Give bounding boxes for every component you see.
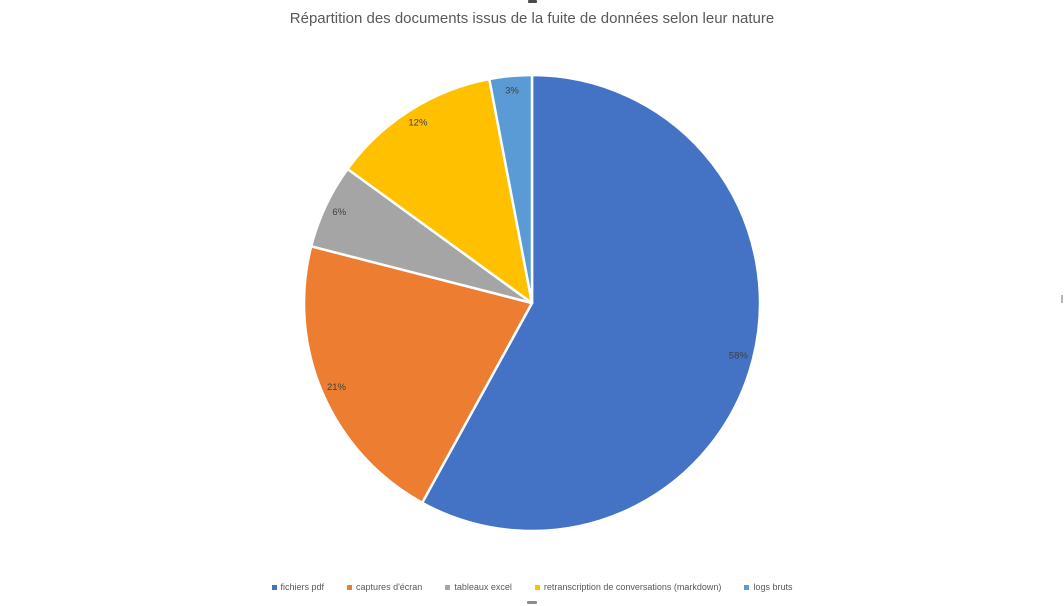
- legend-item-retranscription-de-conversations-markdown[interactable]: retranscription de conversations (markdo…: [534, 582, 722, 592]
- legend-marker-icon: [271, 584, 277, 590]
- pie-slice-label-retranscription-de-conversations-markdown: 12%: [408, 118, 428, 129]
- pie-slice-label-captures-d-cran: 21%: [327, 382, 347, 393]
- legend-label: retranscription de conversations (markdo…: [543, 582, 722, 592]
- legend-marker-icon: [534, 584, 540, 590]
- legend-label: logs bruts: [753, 582, 793, 592]
- pie-slice-label-tableaux-excel: 6%: [332, 207, 346, 218]
- legend-label: captures d'écran: [356, 582, 423, 592]
- legend-item-logs-bruts[interactable]: logs bruts: [744, 582, 792, 592]
- pie-slice-retranscription-de-conversations-markdown[interactable]: [346, 77, 534, 305]
- chart-title: Répartition des documents issus de la fu…: [289, 10, 775, 27]
- legend-marker-icon: [445, 584, 451, 590]
- cropped-content-artifact-top: [528, 0, 537, 3]
- cropped-content-artifact-right: [1061, 295, 1063, 303]
- pie-slice-label-logs-bruts: 3%: [505, 85, 519, 96]
- pie-slice-label-fichiers-pdf: 58%: [729, 351, 749, 362]
- cropped-content-artifact-bottom: [527, 601, 537, 604]
- legend-item-tableaux-excel[interactable]: tableaux excel: [445, 582, 512, 592]
- legend-item-fichiers-pdf[interactable]: fichiers pdf: [271, 582, 325, 592]
- legend-item-captures-d-cran[interactable]: captures d'écran: [347, 582, 422, 592]
- pie-slice-fichiers-pdf[interactable]: [420, 73, 762, 533]
- legend-label: fichiers pdf: [280, 582, 325, 592]
- legend-marker-icon: [744, 584, 750, 590]
- legend-marker-icon: [347, 584, 353, 590]
- pie-slice-captures-d-cran[interactable]: [302, 245, 534, 505]
- chart-legend: fichiers pdf captures d'écran tableaux exc…: [0, 582, 1064, 592]
- pie-slice-logs-bruts[interactable]: [488, 73, 534, 305]
- legend-label: tableaux excel: [454, 582, 512, 592]
